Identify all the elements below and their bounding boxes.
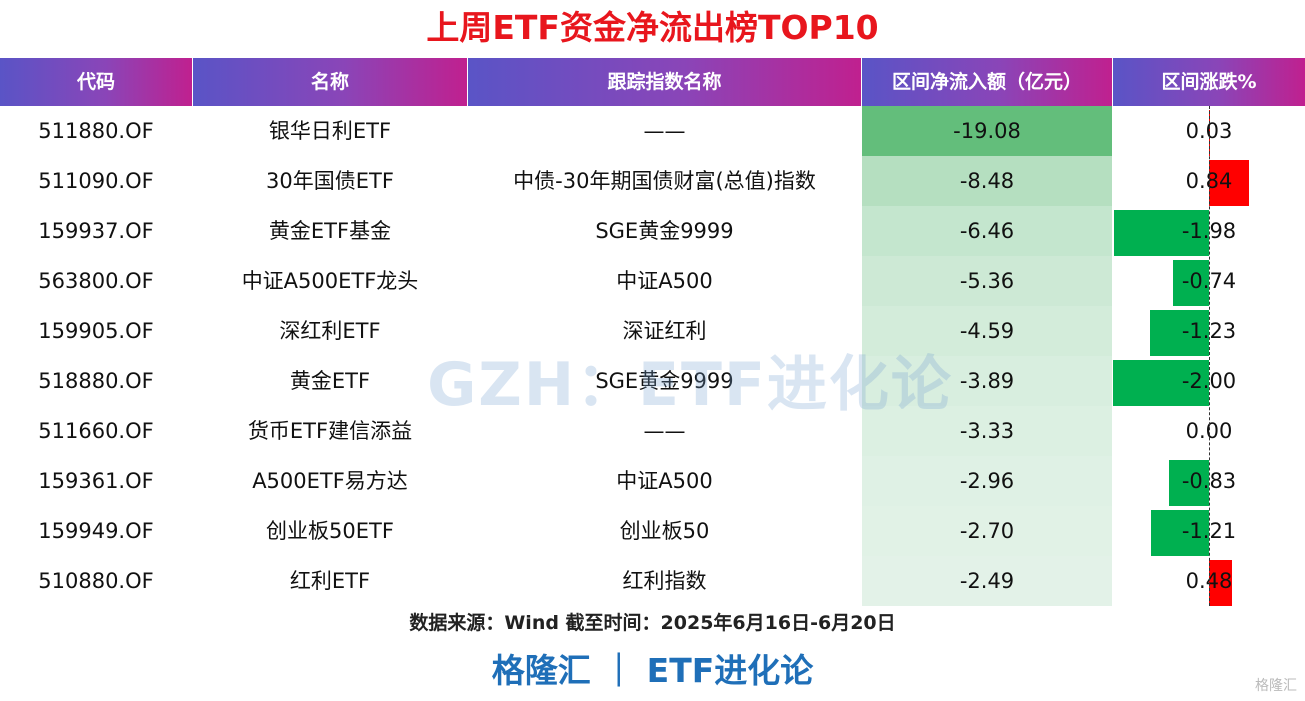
table-row: 159937.OF 黄金ETF基金 SGE黄金9999 -6.46 -1.98 (0, 206, 1305, 256)
flow-heat-cell (862, 306, 1112, 356)
change-bar (1149, 310, 1209, 356)
cell-change: 0.84 (1185, 169, 1233, 193)
header-index: 跟踪指数名称 (468, 58, 861, 106)
cell-index: 中债-30年期国债财富(总值)指数 (513, 169, 816, 193)
table-row: 159361.OF A500ETF易方达 中证A500 -2.96 -0.83 (0, 456, 1305, 506)
table-row: 159905.OF 深红利ETF 深证红利 -4.59 -1.23 (0, 306, 1305, 356)
cell-code: 563800.OF (38, 269, 154, 293)
cell-index: SGE黄金9999 (595, 219, 734, 243)
change-zero-line (1209, 106, 1210, 606)
header-flow: 区间净流入额（亿元） (862, 58, 1112, 106)
cell-name: 银华日利ETF (268, 119, 392, 143)
header-name: 名称 (193, 58, 467, 106)
cell-name: 黄金ETF基金 (268, 219, 392, 243)
table-row: 159949.OF 创业板50ETF 创业板50 -2.70 -1.21 (0, 506, 1305, 556)
cell-change: 0.00 (1185, 419, 1233, 443)
flow-heat-cell (862, 206, 1112, 256)
cell-code: 511880.OF (38, 119, 154, 143)
table-row: 511880.OF 银华日利ETF —— -19.08 0.03 (0, 106, 1305, 156)
cell-name: 红利ETF (289, 569, 371, 593)
data-source-note: 数据来源：Wind 截至时间：2025年6月16日-6月20日 (409, 612, 896, 634)
cell-change: 0.03 (1185, 119, 1233, 143)
change-bar (1209, 560, 1233, 606)
cell-code: 159937.OF (38, 219, 154, 243)
flow-heat-cell (862, 406, 1112, 456)
change-bar (1169, 460, 1209, 506)
cell-name: 深红利ETF (279, 319, 381, 343)
cell-change: 0.48 (1185, 569, 1233, 593)
cell-code: 511660.OF (38, 419, 154, 443)
cell-name: 货币ETF建信添益 (247, 419, 413, 443)
cell-flow: -8.48 (959, 169, 1015, 193)
cell-index: —— (643, 119, 686, 143)
header-change: 区间涨跌% (1113, 58, 1305, 106)
cell-index: 创业板50 (619, 519, 710, 543)
cell-flow: -2.70 (959, 519, 1015, 543)
table-row: 511090.OF 30年国债ETF 中债-30年期国债财富(总值)指数 -8.48 0… (0, 156, 1305, 206)
cell-index: 中证A500 (616, 269, 713, 293)
cell-flow: -4.59 (959, 319, 1015, 343)
cell-code: 518880.OF (38, 369, 154, 393)
table-row: 518880.OF 黄金ETF SGE黄金9999 -3.89 -2.00 (0, 356, 1305, 406)
cell-name: 30年国债ETF (266, 169, 394, 193)
flow-heat-cell (862, 256, 1112, 306)
table-row: 510880.OF 红利ETF 红利指数 -2.49 0.48 (0, 556, 1305, 606)
cell-flow: -3.33 (959, 419, 1015, 443)
cell-flow: -2.96 (959, 469, 1015, 493)
footer-brand: 格隆汇 ｜ ETF进化论 (491, 651, 814, 690)
cell-name: 黄金ETF (289, 369, 371, 393)
header-code: 代码 (0, 58, 192, 106)
change-bar (1209, 160, 1250, 206)
cell-name: A500ETF易方达 (252, 469, 408, 493)
flow-heat-cell (862, 556, 1112, 606)
cell-name: 创业板50ETF (266, 519, 394, 543)
cell-index: 红利指数 (622, 569, 707, 593)
cell-code: 159905.OF (38, 319, 154, 343)
table-row: 563800.OF 中证A500ETF龙头 中证A500 -5.36 -0.74 (0, 256, 1305, 306)
cell-flow: -6.46 (959, 219, 1015, 243)
flow-heat-cell (862, 456, 1112, 506)
cell-flow: -19.08 (953, 119, 1021, 143)
cell-name: 中证A500ETF龙头 (241, 269, 419, 293)
flow-heat-cell (862, 106, 1112, 156)
cell-index: —— (643, 419, 686, 443)
page-title: 上周ETF资金净流出榜TOP10 (426, 8, 879, 47)
cell-flow: -2.49 (959, 569, 1015, 593)
cell-code: 159361.OF (38, 469, 154, 493)
cell-index: 中证A500 (616, 469, 713, 493)
change-bar (1113, 360, 1209, 406)
change-bar (1150, 510, 1209, 556)
cell-code: 511090.OF (38, 169, 154, 193)
corner-logo-mark: 格隆汇 (1255, 678, 1297, 694)
table-row: 511660.OF 货币ETF建信添益 —— -3.33 0.00 (0, 406, 1305, 456)
flow-heat-cell (862, 506, 1112, 556)
cell-index: SGE黄金9999 (595, 369, 734, 393)
flow-heat-cell (862, 156, 1112, 206)
cell-index: 深证红利 (622, 319, 707, 343)
change-bar (1173, 260, 1209, 306)
change-bar (1113, 210, 1209, 256)
flow-heat-cell (862, 356, 1112, 406)
cell-code: 159949.OF (38, 519, 154, 543)
cell-flow: -3.89 (959, 369, 1015, 393)
cell-code: 510880.OF (38, 569, 154, 593)
cell-flow: -5.36 (959, 269, 1015, 293)
table-header: 代码 名称 跟踪指数名称 区间净流入额（亿元） 区间涨跌% (0, 58, 1305, 106)
